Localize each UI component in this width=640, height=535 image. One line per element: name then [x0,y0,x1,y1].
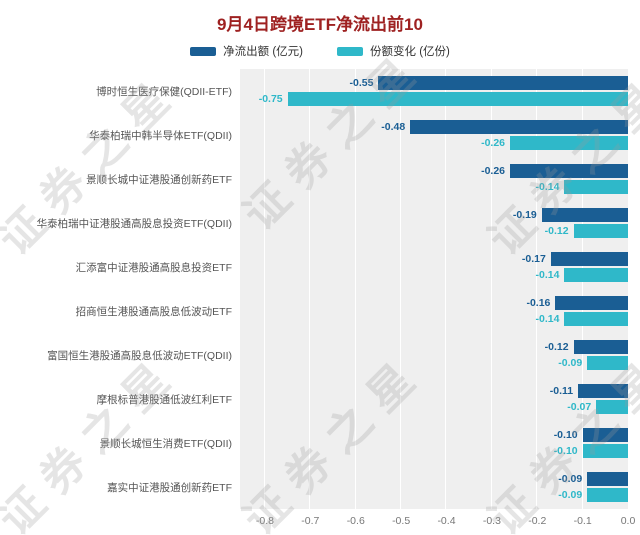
x-tick-label: -0.2 [528,515,547,527]
net-outflow-value-label: -0.17 [521,253,546,265]
share-change-value-label: -0.09 [558,357,583,369]
share-change-value-label: -0.75 [258,93,283,105]
net-outflow-bar[interactable] [510,164,628,178]
chart-legend: 净流出额 (亿元) 份额变化 (亿份) [0,43,640,59]
category-label: 摩根标普港股通低波红利ETF [96,393,232,406]
legend-item-share-change[interactable]: 份额变化 (亿份) [337,43,450,59]
net-outflow-bar[interactable] [410,120,628,134]
net-outflow-value-label: -0.55 [349,77,374,89]
bar-row: -0.16 -0.14 [240,289,628,333]
share-change-bar[interactable] [587,356,628,370]
net-outflow-bar[interactable] [541,208,628,222]
x-axis-spacer [6,513,240,531]
share-change-bar[interactable] [564,312,628,326]
bar-row: -0.55 -0.75 [240,69,628,113]
gridline [445,69,447,509]
bar-row: -0.11 -0.07 [240,377,628,421]
net-outflow-value-label: -0.09 [558,473,583,485]
net-outflow-bar[interactable] [587,472,628,486]
net-outflow-value-label: -0.12 [544,341,569,353]
x-tick-label: -0.7 [301,515,320,527]
legend-item-net-outflow[interactable]: 净流出额 (亿元) [190,43,303,59]
bar-row: -0.12 -0.09 [240,333,628,377]
net-outflow-bar[interactable] [550,252,628,266]
category-label: 华泰柏瑞中韩半导体ETF(QDII) [89,129,232,142]
legend-swatch-share-change [337,46,363,56]
x-tick-label: -0.6 [346,515,365,527]
gridline [309,69,311,509]
x-tick-label: -0.4 [437,515,456,527]
net-outflow-value-label: -0.16 [526,297,551,309]
category-label: 招商恒生港股通高股息低波动ETF [75,305,232,318]
category-label: 汇添富中证港股通高股息投资ETF [75,261,232,274]
bar-row: -0.17 -0.14 [240,245,628,289]
net-outflow-bar[interactable] [555,296,628,310]
gridline [536,69,538,509]
bar-row: -0.26 -0.14 [240,157,628,201]
gridline [354,69,356,509]
share-change-bar[interactable] [596,400,628,414]
share-change-value-label: -0.14 [535,181,560,193]
net-outflow-bar[interactable] [573,340,628,354]
share-change-bar[interactable] [564,268,628,282]
share-change-bar[interactable] [582,444,628,458]
share-change-bar[interactable] [564,180,628,194]
chart-title: 9月4日跨境ETF净流出前10 [217,15,423,34]
bar-row: -0.19 -0.12 [240,201,628,245]
share-change-bar[interactable] [287,92,628,106]
net-outflow-value-label: -0.26 [481,165,506,177]
net-outflow-bar[interactable] [578,384,628,398]
category-label: 嘉实中证港股通创新药ETF [107,481,232,494]
x-axis-ticks: -0.8 -0.7 -0.6 -0.5 -0.4 -0.3 -0.2 -0.1 0.0 [240,513,635,531]
gridline [400,69,402,509]
net-outflow-value-label: -0.11 [549,385,574,397]
net-outflow-value-label: -0.48 [381,121,406,133]
share-change-bar[interactable] [573,224,628,238]
bar-row: -0.09 -0.09 [240,465,628,509]
legend-label-net-outflow: 净流出额 (亿元) [223,46,303,58]
category-label: 博时恒生医疗保健(QDII-ETF) [96,85,232,98]
category-label: 华泰柏瑞中证港股通高股息投资ETF(QDII) [36,217,232,230]
legend-label-share-change: 份额变化 (亿份) [370,46,450,58]
category-labels-column: 博时恒生医疗保健(QDII-ETF) 华泰柏瑞中韩半导体ETF(QDII) 景顺长城… [6,69,240,509]
net-outflow-value-label: -0.19 [512,209,537,221]
share-change-value-label: -0.14 [535,269,560,281]
x-tick-label: -0.8 [255,515,275,527]
gridline [581,69,583,509]
net-outflow-bar[interactable] [582,428,628,442]
gridline [263,69,265,509]
category-label: 景顺长城中证港股通创新药ETF [86,173,232,186]
category-label: 富国恒生港股通高股息低波动ETF(QDII) [47,349,232,362]
share-change-value-label: -0.26 [481,137,506,149]
share-change-bar[interactable] [510,136,628,150]
x-tick-label: -0.1 [573,515,592,527]
bar-row: -0.10 -0.10 [240,421,628,465]
share-change-bar[interactable] [587,488,628,502]
share-change-value-label: -0.12 [544,225,569,237]
x-tick-label: 0.0 [620,515,636,527]
plot-area: -0.55 -0.75 -0.48 -0.26 -0.26 -0.14 -0.19 -0.12… [240,69,628,509]
net-outflow-value-label: -0.10 [553,429,578,441]
x-axis: -0.8 -0.7 -0.6 -0.5 -0.4 -0.3 -0.2 -0.1 0.0 [6,513,635,531]
net-outflow-bar[interactable] [378,76,628,90]
share-change-value-label: -0.14 [535,313,560,325]
x-tick-label: -0.3 [482,515,501,527]
share-change-value-label: -0.10 [553,445,578,457]
share-change-value-label: -0.09 [558,489,583,501]
x-tick-label: -0.5 [392,515,411,527]
legend-swatch-net-outflow [190,46,217,56]
gridline [490,69,492,509]
share-change-value-label: -0.07 [567,401,592,413]
category-label: 景顺长城恒生消费ETF(QDII) [99,437,232,450]
bar-chart: 博时恒生医疗保健(QDII-ETF) 华泰柏瑞中韩半导体ETF(QDII) 景顺长城… [0,69,640,531]
bar-rows: -0.55 -0.75 -0.48 -0.26 -0.26 -0.14 -0.19 -0.12… [240,69,628,509]
bar-row: -0.48 -0.26 [240,113,628,157]
